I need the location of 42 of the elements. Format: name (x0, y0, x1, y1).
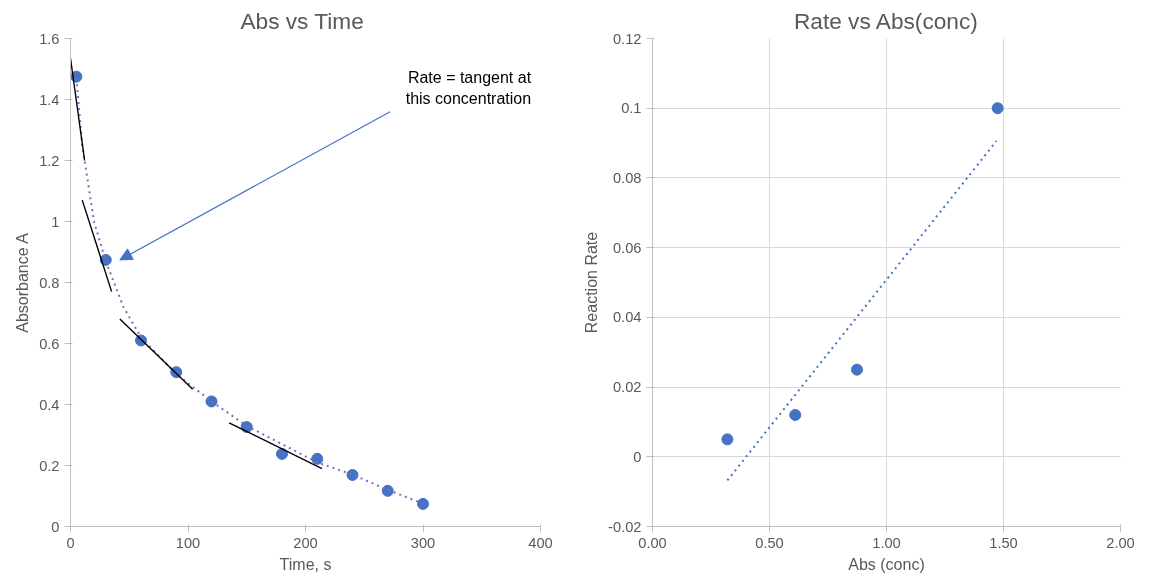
y-tick-label: 0.4 (39, 396, 60, 413)
y-tick-label: 0.12 (612, 30, 642, 47)
x-tick-label: 300 (410, 534, 436, 551)
x-tick-label: 2.00 (1106, 534, 1135, 551)
chart-title: Rate vs Abs(conc) (793, 7, 978, 34)
point (381, 484, 394, 497)
x-tick-label: 400 (528, 534, 553, 551)
x-tick-label: 0 (66, 534, 75, 551)
y-tick-label: 1.6 (39, 30, 60, 47)
y-tick-label: 0 (633, 448, 642, 465)
y-tick-label: 0.04 (612, 309, 642, 326)
point (417, 497, 429, 510)
point (205, 395, 218, 408)
point (991, 102, 1004, 115)
point (851, 363, 864, 376)
point (721, 433, 734, 446)
x-tick-label: 1.00 (872, 534, 901, 551)
x-tick-label: 200 (293, 534, 318, 551)
y-axis-title: Reaction Rate (583, 231, 601, 334)
point (311, 452, 324, 465)
x-axis-title: Abs (conc) (848, 555, 925, 573)
y-tick-label: 0.02 (612, 379, 642, 396)
y-tick-label: 0.1 (621, 100, 642, 117)
x-tick-label: 1.50 (989, 534, 1018, 551)
y-axis-title: Absorbance A (14, 232, 32, 333)
point (789, 408, 802, 421)
y-tick-label: 1.2 (39, 152, 60, 169)
x-tick-label: 0.00 (638, 534, 667, 551)
x-tick-label: 100 (175, 534, 201, 551)
x-axis-title: Time, s (279, 555, 332, 573)
y-tick-label: 0.8 (39, 274, 60, 291)
y-tick-label: 0.6 (39, 335, 60, 352)
annotation: Rate = tangent at this concentration (405, 69, 532, 107)
chart-title: Abs vs Time (240, 7, 364, 34)
y-tick-label: 1.4 (39, 91, 60, 108)
x-tick-label: 0.50 (755, 534, 784, 551)
y-tick-label: 1 (51, 213, 60, 230)
y-tick-label: 0 (51, 518, 60, 535)
y-tick-label: -0.02 (608, 518, 642, 535)
y-tick-label: 0.06 (612, 239, 642, 256)
y-tick-label: 0.08 (612, 169, 642, 186)
y-tick-label: 0.2 (39, 457, 60, 474)
